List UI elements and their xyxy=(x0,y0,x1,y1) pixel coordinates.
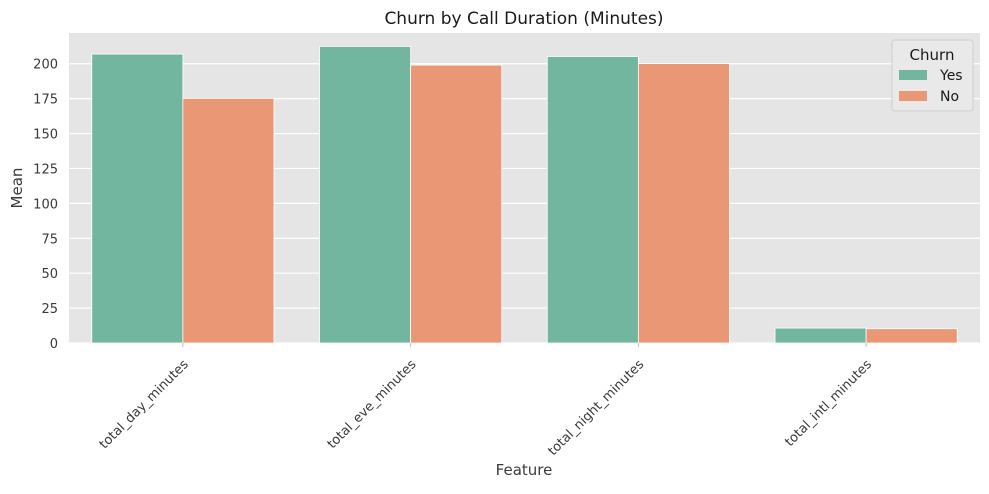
y-tick-label: 175 xyxy=(33,93,58,108)
x-axis-ticks: total_day_minutes total_eve_minutes total_… xyxy=(97,343,875,459)
bar-total_intl_minutes-yes xyxy=(774,327,867,344)
y-tick-label: 100 xyxy=(33,197,58,212)
bars xyxy=(91,46,958,344)
y-tick-label: 75 xyxy=(41,232,58,247)
x-tick-label: total_intl_minutes xyxy=(782,357,875,450)
legend-label-no: No xyxy=(940,89,959,105)
bar-total_intl_minutes-no xyxy=(865,328,958,344)
bar-total_day_minutes-no xyxy=(182,97,275,344)
bar-total_eve_minutes-no xyxy=(410,64,503,344)
chart-title: Churn by Call Duration (Minutes) xyxy=(384,9,663,29)
bar-total_night_minutes-yes xyxy=(546,56,639,344)
legend-swatch-no xyxy=(899,91,927,101)
bar-total_eve_minutes-yes xyxy=(319,46,412,344)
y-tick-label: 125 xyxy=(33,162,58,177)
legend-title: Churn xyxy=(910,46,955,64)
y-tick-label: 25 xyxy=(41,302,58,317)
bar-total_day_minutes-yes xyxy=(91,53,184,344)
legend-label-yes: Yes xyxy=(939,68,963,84)
x-tick-label: total_eve_minutes xyxy=(325,357,420,452)
y-tick-label: 0 xyxy=(50,337,58,352)
legend-swatch-yes xyxy=(899,70,927,80)
y-tick-label: 50 xyxy=(41,267,58,282)
legend: Churn Yes No xyxy=(891,39,974,112)
y-tick-label: 150 xyxy=(33,128,58,143)
x-tick-label: total_night_minutes xyxy=(546,357,648,459)
bar-total_night_minutes-no xyxy=(637,63,730,344)
y-axis-ticks: 0 25 50 75 100 125 150 175 200 xyxy=(33,58,58,352)
y-tick-label: 200 xyxy=(33,58,58,73)
x-tick-label: total_day_minutes xyxy=(97,357,192,452)
x-axis-title: Feature xyxy=(496,461,553,479)
y-axis-title: Mean xyxy=(8,168,26,209)
